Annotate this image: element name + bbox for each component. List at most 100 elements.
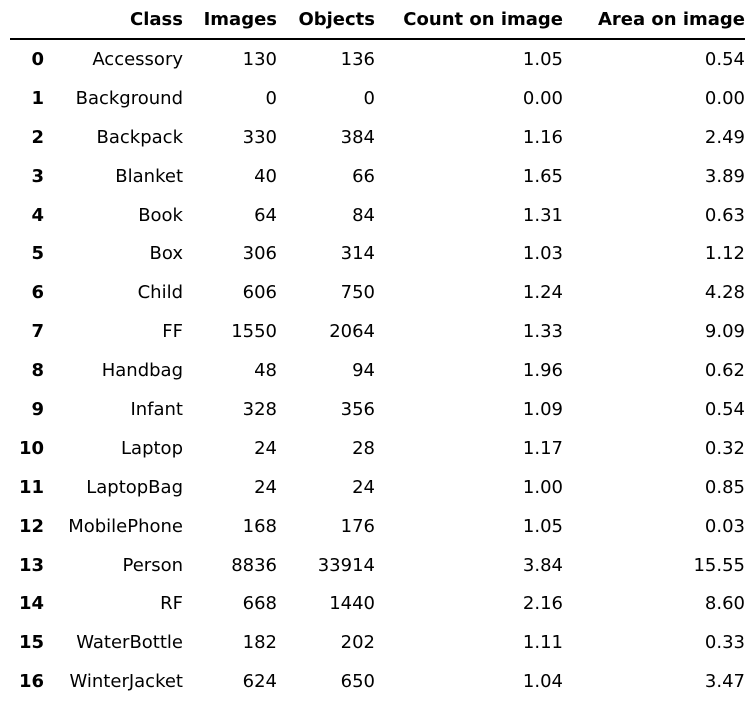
count-on-image-cell: 1.17 bbox=[522, 437, 563, 459]
header-objects: Objects bbox=[277, 0, 375, 40]
count-on-image-cell: 1.65 bbox=[522, 165, 563, 187]
table-row: 15 WaterBottle 182 202 1.11 0.33 bbox=[10, 623, 745, 662]
row-index: 5 bbox=[31, 243, 44, 265]
class-name-cell: WaterBottle bbox=[76, 632, 183, 654]
class-name-cell: Infant bbox=[130, 398, 183, 420]
images-cell: 24 bbox=[254, 437, 277, 459]
header-row: Class Images Objects Count on image Area… bbox=[10, 0, 745, 40]
area-on-image-cell: 1.12 bbox=[704, 243, 745, 265]
images-cell: 182 bbox=[242, 632, 277, 654]
class-name-cell: Handbag bbox=[101, 360, 183, 382]
table-row: 5 Box 306 314 1.03 1.12 bbox=[10, 234, 745, 273]
table-row: 10 Laptop 24 28 1.17 0.32 bbox=[10, 429, 745, 468]
objects-cell: 28 bbox=[352, 437, 375, 459]
area-on-image-cell: 0.62 bbox=[704, 360, 745, 382]
header-area-on-image: Area on image bbox=[563, 0, 745, 40]
images-cell: 24 bbox=[254, 476, 277, 498]
images-cell: 8836 bbox=[231, 554, 277, 576]
table-body: 0 Accessory 130 136 1.05 0.54 1 Background 0 0 0.0… bbox=[10, 39, 745, 701]
objects-cell: 356 bbox=[340, 398, 375, 420]
class-stats-table-container: Class Images Objects Count on image Area… bbox=[10, 0, 745, 701]
row-index: 7 bbox=[31, 321, 44, 343]
class-name-cell: Box bbox=[149, 243, 183, 265]
table-row: 7 FF 1550 2064 1.33 9.09 bbox=[10, 312, 745, 351]
row-index: 11 bbox=[18, 476, 44, 498]
objects-cell: 1440 bbox=[329, 593, 375, 615]
header-class: Class bbox=[44, 0, 183, 40]
table-row: 0 Accessory 130 136 1.05 0.54 bbox=[10, 39, 745, 79]
count-on-image-cell: 1.16 bbox=[522, 126, 563, 148]
class-name-cell: WinterJacket bbox=[69, 671, 184, 693]
class-name-cell: LaptopBag bbox=[86, 476, 183, 498]
area-on-image-cell: 8.60 bbox=[704, 593, 745, 615]
row-index: 16 bbox=[18, 671, 44, 693]
class-name-cell: Backpack bbox=[96, 126, 183, 148]
table-row: 9 Infant 328 356 1.09 0.54 bbox=[10, 390, 745, 429]
count-on-image-cell: 1.05 bbox=[522, 48, 563, 70]
area-on-image-cell: 0.54 bbox=[704, 48, 745, 70]
count-on-image-cell: 1.03 bbox=[522, 243, 563, 265]
objects-cell: 202 bbox=[340, 632, 375, 654]
objects-cell: 176 bbox=[340, 515, 375, 537]
count-on-image-cell: 1.24 bbox=[522, 282, 563, 304]
images-cell: 0 bbox=[265, 87, 277, 109]
images-cell: 130 bbox=[242, 48, 277, 70]
class-name-cell: FF bbox=[162, 321, 183, 343]
table-row: 12 MobilePhone 168 176 1.05 0.03 bbox=[10, 507, 745, 546]
row-index: 13 bbox=[18, 554, 44, 576]
area-on-image-cell: 0.85 bbox=[704, 476, 745, 498]
area-on-image-cell: 0.54 bbox=[704, 398, 745, 420]
count-on-image-cell: 1.31 bbox=[522, 204, 563, 226]
objects-cell: 314 bbox=[340, 243, 375, 265]
objects-cell: 66 bbox=[352, 165, 375, 187]
images-cell: 624 bbox=[242, 671, 277, 693]
class-stats-table: Class Images Objects Count on image Area… bbox=[10, 0, 745, 701]
class-name-cell: Child bbox=[137, 282, 183, 304]
class-name-cell: Background bbox=[75, 87, 183, 109]
count-on-image-cell: 1.11 bbox=[522, 632, 563, 654]
count-on-image-cell: 1.00 bbox=[522, 476, 563, 498]
count-on-image-cell: 1.09 bbox=[522, 398, 563, 420]
objects-cell: 750 bbox=[340, 282, 375, 304]
area-on-image-cell: 15.55 bbox=[693, 554, 745, 576]
count-on-image-cell: 2.16 bbox=[522, 593, 563, 615]
header-count-on-image: Count on image bbox=[375, 0, 563, 40]
area-on-image-cell: 0.03 bbox=[704, 515, 745, 537]
table-row: 1 Background 0 0 0.00 0.00 bbox=[10, 79, 745, 118]
images-cell: 306 bbox=[242, 243, 277, 265]
row-index: 9 bbox=[31, 398, 44, 420]
count-on-image-cell: 1.05 bbox=[522, 515, 563, 537]
images-cell: 668 bbox=[242, 593, 277, 615]
area-on-image-cell: 0.63 bbox=[704, 204, 745, 226]
images-cell: 168 bbox=[242, 515, 277, 537]
row-index: 12 bbox=[18, 515, 44, 537]
class-name-cell: Blanket bbox=[115, 165, 183, 187]
objects-cell: 2064 bbox=[329, 321, 375, 343]
class-name-cell: Book bbox=[138, 204, 183, 226]
table-row: 3 Blanket 40 66 1.65 3.89 bbox=[10, 157, 745, 196]
class-name-cell: RF bbox=[160, 593, 183, 615]
area-on-image-cell: 0.00 bbox=[704, 87, 745, 109]
row-index: 6 bbox=[31, 282, 44, 304]
row-index: 4 bbox=[31, 204, 44, 226]
row-index: 8 bbox=[31, 360, 44, 382]
area-on-image-cell: 3.47 bbox=[704, 671, 745, 693]
images-cell: 1550 bbox=[231, 321, 277, 343]
row-index: 15 bbox=[18, 632, 44, 654]
count-on-image-cell: 3.84 bbox=[522, 554, 563, 576]
table-row: 6 Child 606 750 1.24 4.28 bbox=[10, 273, 745, 312]
row-index: 10 bbox=[18, 437, 44, 459]
objects-cell: 94 bbox=[352, 360, 375, 382]
images-cell: 330 bbox=[242, 126, 277, 148]
count-on-image-cell: 1.33 bbox=[522, 321, 563, 343]
objects-cell: 24 bbox=[352, 476, 375, 498]
area-on-image-cell: 3.89 bbox=[704, 165, 745, 187]
class-name-cell: MobilePhone bbox=[68, 515, 183, 537]
row-index: 3 bbox=[31, 165, 44, 187]
table-row: 11 LaptopBag 24 24 1.00 0.85 bbox=[10, 468, 745, 507]
images-cell: 64 bbox=[254, 204, 277, 226]
objects-cell: 84 bbox=[352, 204, 375, 226]
table-row: 13 Person 8836 33914 3.84 15.55 bbox=[10, 546, 745, 585]
table-row: 16 WinterJacket 624 650 1.04 3.47 bbox=[10, 662, 745, 701]
table-header: Class Images Objects Count on image Area… bbox=[10, 0, 745, 40]
